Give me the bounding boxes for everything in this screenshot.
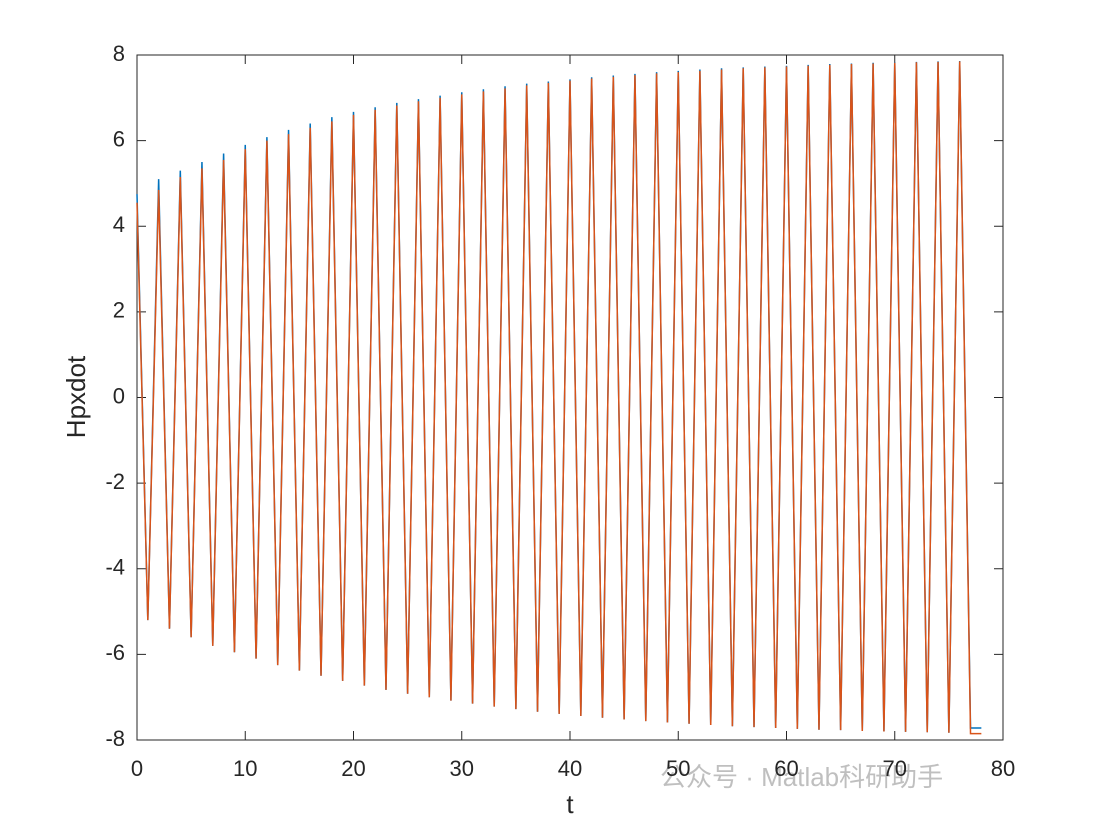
plot-box (136, 54, 1004, 741)
y-tick-label: 8 (113, 41, 125, 66)
y-tick-label: 0 (113, 383, 125, 408)
x-tick-label: 30 (450, 756, 474, 781)
y-tick-label: -6 (105, 640, 125, 665)
y-tick-label: -2 (105, 469, 125, 494)
y-tick-label: 4 (113, 212, 125, 237)
x-tick-label: 0 (131, 756, 143, 781)
y-tick-label: 2 (113, 298, 125, 323)
data-line (136, 61, 982, 735)
x-axis-label: t (566, 789, 574, 819)
watermark: 公众号 · Matlab科研助手 (660, 762, 943, 792)
y-tick-label: -4 (105, 555, 125, 580)
x-tick-label: 20 (341, 756, 365, 781)
x-tick-label: 40 (558, 756, 582, 781)
y-tick-label: 6 (113, 126, 125, 151)
x-tick-label: 10 (233, 756, 257, 781)
y-axis-label: Hpxdot (61, 355, 91, 438)
x-tick-label: 60 (774, 756, 798, 781)
x-tick-label: 50 (666, 756, 690, 781)
x-tick-label: 70 (883, 756, 907, 781)
x-tick-label: 80 (991, 756, 1015, 781)
y-tick-label: -8 (105, 726, 125, 751)
